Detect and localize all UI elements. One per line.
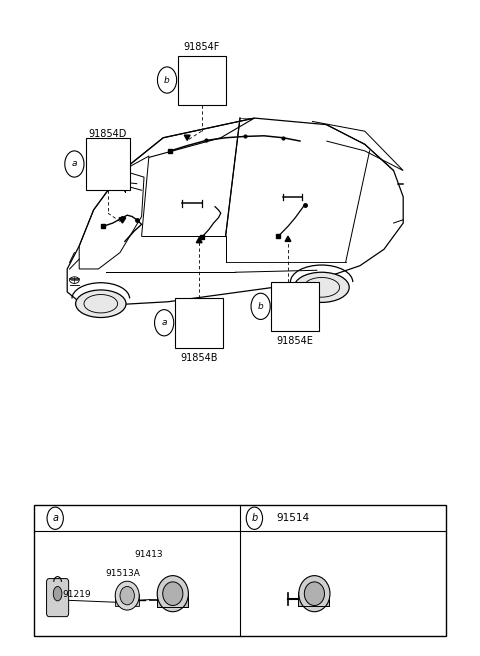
Ellipse shape bbox=[299, 576, 330, 611]
Text: b: b bbox=[251, 513, 258, 523]
Ellipse shape bbox=[157, 576, 188, 611]
Polygon shape bbox=[285, 236, 291, 241]
Text: b: b bbox=[164, 75, 170, 85]
Text: a: a bbox=[72, 159, 77, 169]
Text: 91854F: 91854F bbox=[183, 42, 220, 52]
Text: a: a bbox=[161, 318, 167, 327]
Ellipse shape bbox=[304, 582, 324, 605]
Ellipse shape bbox=[115, 581, 139, 610]
Ellipse shape bbox=[294, 272, 349, 302]
Bar bbox=[115, 594, 139, 606]
Bar bbox=[178, 56, 226, 105]
Polygon shape bbox=[184, 135, 190, 140]
Ellipse shape bbox=[120, 586, 134, 605]
Bar bbox=[175, 298, 223, 348]
Text: 91854D: 91854D bbox=[89, 129, 127, 139]
Ellipse shape bbox=[75, 290, 126, 318]
Text: 91413: 91413 bbox=[134, 550, 163, 559]
Text: 91514: 91514 bbox=[276, 513, 309, 523]
Ellipse shape bbox=[53, 586, 62, 601]
Bar bbox=[271, 282, 319, 331]
Bar bbox=[34, 505, 446, 636]
Circle shape bbox=[47, 507, 63, 529]
Text: 91854E: 91854E bbox=[277, 336, 313, 346]
Ellipse shape bbox=[163, 582, 183, 605]
Circle shape bbox=[155, 310, 174, 336]
Text: 91219: 91219 bbox=[62, 590, 91, 599]
Circle shape bbox=[65, 151, 84, 177]
Text: 91854B: 91854B bbox=[180, 352, 218, 363]
Polygon shape bbox=[196, 237, 202, 243]
Circle shape bbox=[251, 293, 270, 319]
Circle shape bbox=[157, 67, 177, 93]
Circle shape bbox=[246, 507, 263, 529]
Bar bbox=[157, 592, 188, 607]
Text: b: b bbox=[258, 302, 264, 311]
Bar bbox=[86, 138, 130, 190]
Text: a: a bbox=[52, 513, 58, 523]
Bar bbox=[298, 592, 329, 606]
FancyBboxPatch shape bbox=[47, 579, 69, 617]
Polygon shape bbox=[119, 218, 126, 223]
Text: 91513A: 91513A bbox=[105, 569, 140, 578]
